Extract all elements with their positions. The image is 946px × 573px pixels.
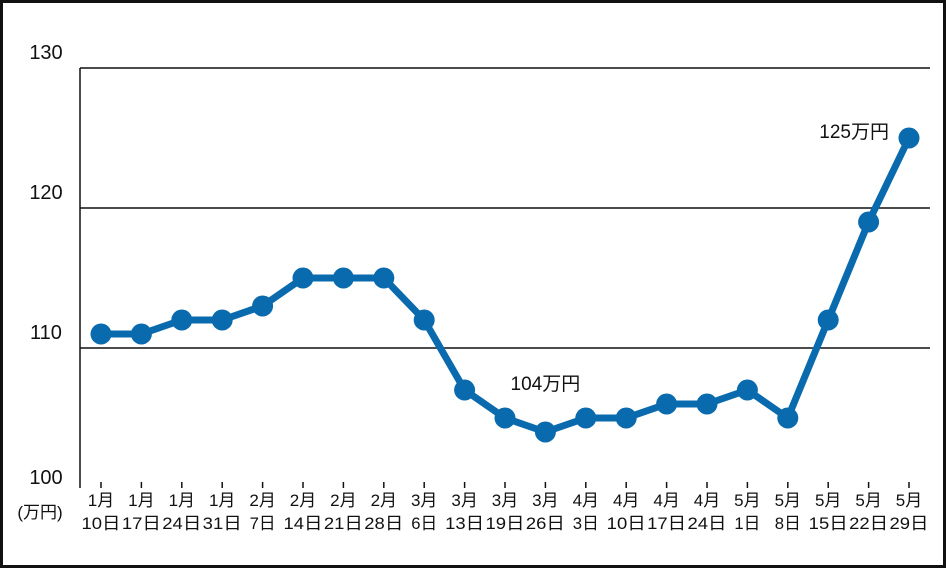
x-tick-label-day: 26日 [526,514,565,533]
x-tick-label-day: 22日 [849,514,888,533]
x-tick-label-month: 2月 [249,491,275,510]
data-point [211,309,233,331]
x-tick-label-day: 31日 [203,514,242,533]
x-tick-label-month: 2月 [290,491,316,510]
x-tick-label-day: 13日 [445,514,484,533]
x-tick-label-month: 5月 [775,491,801,510]
x-tick-label-day: 15日 [809,514,848,533]
annotation-label: 125万円 [819,122,889,143]
data-point [817,309,839,331]
data-point [373,267,395,289]
x-tick-label-month: 2月 [330,491,356,510]
y-tick-label-110: 110 [30,322,62,344]
data-point [413,309,435,331]
data-point [292,267,314,289]
data-point [615,407,637,429]
x-tick-label-day: 3日 [573,514,599,533]
x-tick-label-month: 3月 [451,491,477,510]
x-tick-label-month: 3月 [411,491,437,510]
annotation-label: 104万円 [511,374,581,395]
x-tick-label-month: 5月 [855,491,881,510]
y-tick-label-100: 100 [29,467,62,489]
x-tick-label-month: 2月 [371,491,397,510]
data-point [696,393,718,415]
data-point [575,407,597,429]
data-point [494,407,516,429]
data-point [656,393,678,415]
x-tick-label-day: 8日 [775,514,801,533]
x-tick-label-day: 17日 [647,514,686,533]
x-tick-label-month: 1月 [209,491,235,510]
data-point [252,295,274,317]
x-tick-label-day: 28日 [364,514,403,533]
x-axis-ticks: 1月 10日 1月 17日 1月 24日 1月 31日 2月 7日 2月 14日 2月 21日 2月 28日 3… [82,482,929,533]
x-tick-label-day: 17日 [122,514,161,533]
y-axis-unit-label: (万円) [17,503,62,522]
x-tick-label-month: 4月 [613,491,639,510]
x-tick-label-month: 1月 [169,491,195,510]
data-point [898,127,920,149]
x-tick-label-month: 4月 [653,491,679,510]
y-axis-ticks: 100 110 120 130 [29,42,62,489]
y-tick-label-120: 120 [29,182,62,204]
x-tick-label-day: 14日 [284,514,323,533]
x-tick-label-month: 3月 [532,491,558,510]
x-tick-label-day: 1日 [734,514,760,533]
x-tick-label-day: 21日 [324,514,363,533]
data-point [858,211,880,233]
x-tick-label-day: 19日 [486,514,525,533]
x-tick-label-month: 5月 [734,491,760,510]
x-tick-label-month: 3月 [492,491,518,510]
x-tick-label-day: 10日 [82,514,121,533]
x-tick-label-day: 24日 [162,514,201,533]
data-point [171,309,193,331]
x-tick-label-day: 29日 [890,514,929,533]
data-point [130,323,152,345]
annotations: 104万円 125万円 [511,122,889,395]
grid-lines [79,67,930,488]
x-tick-label-day: 10日 [607,514,646,533]
x-tick-label-month: 5月 [815,491,841,510]
x-tick-label-day: 24日 [688,514,727,533]
data-point [90,323,112,345]
y-tick-label-130: 130 [29,42,62,64]
data-point [332,267,354,289]
data-point [777,407,799,429]
x-tick-label-month: 4月 [694,491,720,510]
data-point [454,379,476,401]
x-tick-label-month: 4月 [573,491,599,510]
data-point [736,379,758,401]
x-tick-label-month: 1月 [128,491,154,510]
x-tick-label-day: 6日 [411,514,437,533]
x-tick-label-month: 1月 [88,491,114,510]
x-tick-label-day: 7日 [250,514,276,533]
x-tick-label-month: 5月 [896,491,922,510]
data-point [534,421,556,443]
data-points [90,127,920,443]
